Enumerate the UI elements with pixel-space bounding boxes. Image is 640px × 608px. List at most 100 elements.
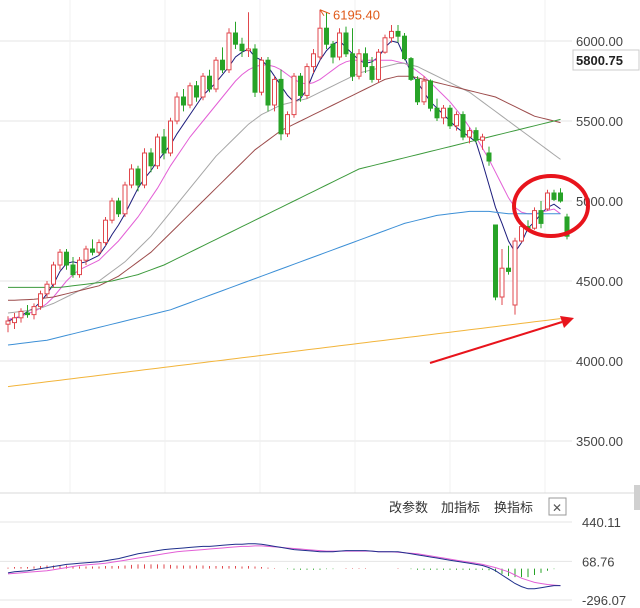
candle (473, 127, 479, 144)
candle-body (499, 267, 505, 298)
candle-body (298, 75, 303, 96)
candle-body (83, 248, 89, 261)
candle-body (116, 200, 121, 215)
ma10-line (7, 59, 561, 320)
candle-body (473, 130, 479, 141)
high-arrow-icon (319, 9, 331, 17)
candle (454, 111, 459, 131)
candle (246, 12, 251, 57)
candle (408, 57, 414, 81)
candle-body (155, 136, 160, 167)
candle (155, 133, 160, 169)
candle-body (200, 75, 206, 98)
candle (161, 129, 167, 160)
candle-body (278, 78, 284, 135)
candle (207, 69, 212, 93)
candle (116, 197, 121, 217)
candle (363, 47, 368, 73)
candle (460, 111, 466, 141)
candle-body (337, 32, 342, 58)
candle (467, 127, 472, 144)
candle-body (343, 32, 349, 55)
close-icon: ✕ (552, 501, 562, 515)
candle-body (428, 80, 433, 109)
candle (311, 49, 316, 73)
candle-body (129, 168, 134, 186)
candle (109, 197, 115, 224)
candle-body (512, 240, 518, 306)
macd-histogram (7, 564, 555, 578)
candle-body (395, 30, 401, 37)
candle-body (551, 192, 557, 200)
candle (122, 181, 128, 217)
candle (70, 257, 76, 278)
candle-body (122, 184, 128, 215)
candle (512, 237, 518, 315)
candle (551, 189, 557, 201)
candle (441, 105, 446, 125)
candle (376, 49, 381, 83)
candle (395, 25, 401, 43)
candle-body (421, 80, 427, 103)
candle (330, 41, 336, 64)
candle-body (142, 152, 147, 186)
candle (421, 76, 427, 105)
candle-body (51, 264, 56, 285)
candle (278, 69, 284, 141)
macd-tick-label: 440.11 (582, 515, 621, 530)
candle-body (181, 96, 186, 106)
candle (57, 249, 63, 270)
candle-body (272, 78, 277, 106)
candle-body (57, 251, 63, 266)
candle (506, 245, 511, 275)
candle (317, 9, 323, 61)
candle-body (109, 200, 115, 221)
candle-body (174, 96, 180, 122)
candle-body (545, 192, 550, 210)
candle (174, 92, 180, 125)
candle (486, 146, 492, 166)
candle (213, 57, 219, 93)
candle (103, 217, 108, 246)
candle (51, 261, 56, 288)
candle (239, 37, 245, 57)
candle (480, 133, 485, 150)
candle (135, 165, 141, 192)
candle (220, 47, 225, 73)
macd-dif-line (7, 543, 561, 590)
candle (77, 257, 82, 278)
candle-body (213, 59, 219, 90)
candle (324, 12, 329, 49)
candle-body (5, 320, 11, 325)
macd-tick-label: 68.76 (582, 554, 615, 569)
price-axis: 6000.00 5500.00 5000.00 4500.00 4000.00 3500.… (576, 34, 623, 449)
candle (389, 25, 394, 43)
candle-body (161, 136, 167, 154)
candle-body (207, 75, 212, 90)
change-params-button[interactable]: 改参数 (389, 500, 428, 516)
candle-body (356, 53, 362, 77)
candle (291, 73, 297, 118)
candle (285, 111, 290, 137)
close-indicator-button[interactable]: ✕ (548, 497, 567, 516)
candle (181, 89, 186, 112)
candle (233, 21, 238, 49)
candle (343, 26, 349, 57)
candle-body (486, 152, 492, 162)
candle-body (12, 317, 17, 324)
scrollbar-thumb[interactable] (634, 485, 640, 510)
candle (64, 249, 69, 270)
switch-indicator-button[interactable]: 换指标 (494, 501, 533, 516)
candle (12, 313, 17, 329)
add-indicator-button[interactable]: 加指标 (441, 501, 480, 516)
candle-body (324, 27, 329, 45)
candle-body (480, 136, 485, 141)
high-price-annotation: 6195.40 (319, 8, 380, 23)
candle-body (31, 306, 37, 316)
high-price-label: 6195.40 (333, 8, 380, 23)
candle-body (376, 51, 381, 80)
candle-body (220, 59, 225, 71)
candle (493, 224, 498, 301)
